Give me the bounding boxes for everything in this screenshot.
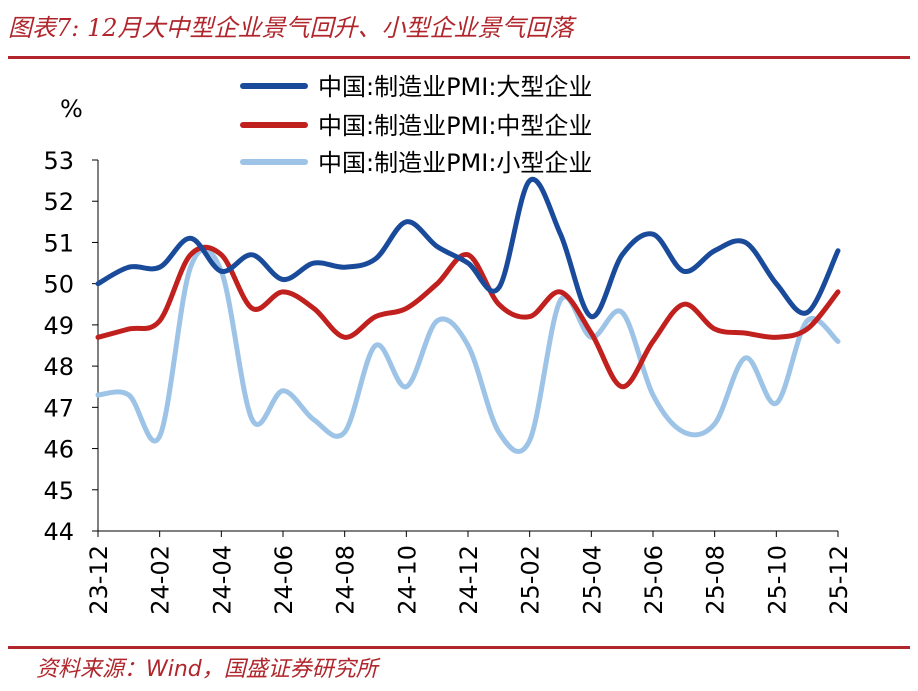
x-tick-label: 24-02 xyxy=(147,545,175,615)
y-tick-label: 53 xyxy=(43,147,74,175)
y-axis-unit: % xyxy=(60,95,83,123)
series-lines xyxy=(95,176,841,454)
x-tick-label: 24-08 xyxy=(332,545,360,615)
legend-label-small: 中国:制造业PMI:小型企业 xyxy=(318,149,592,177)
y-tick-label: 46 xyxy=(43,436,74,464)
x-tick-label: 24-06 xyxy=(270,545,298,615)
legend-label-medium: 中国:制造业PMI:中型企业 xyxy=(318,112,592,140)
source-note: 资料来源：Wind，国盛证券研究所 xyxy=(36,657,378,682)
y-tick-label: 52 xyxy=(43,188,74,216)
y-tick-label: 51 xyxy=(43,229,74,257)
chart-title: 图表7: 12月大中型企业景气回升、小型企业景气回落 xyxy=(8,14,574,42)
x-tick-label: 25-06 xyxy=(640,545,668,615)
x-tick-label: 24-12 xyxy=(455,545,483,615)
series-line-medium xyxy=(95,244,841,390)
series-line-small xyxy=(95,246,841,454)
source-rule xyxy=(8,646,910,649)
x-tick-label: 25-10 xyxy=(763,545,791,615)
y-tick-label: 47 xyxy=(43,394,74,422)
y-tick-label: 48 xyxy=(43,353,74,381)
x-tick-label: 25-04 xyxy=(578,545,606,615)
x-tick-label: 23-12 xyxy=(85,545,113,615)
legend-label-large: 中国:制造业PMI:大型企业 xyxy=(318,73,592,101)
y-tick-label: 50 xyxy=(43,271,74,299)
x-tick-label: 25-02 xyxy=(517,545,545,615)
y-tick-label: 45 xyxy=(43,477,74,505)
series-line-large xyxy=(95,176,841,320)
x-tick-label: 24-04 xyxy=(208,545,236,615)
x-tick-label: 25-12 xyxy=(825,545,853,615)
title-rule xyxy=(8,56,910,59)
y-tick-label: 49 xyxy=(43,312,74,340)
axes: 53 52 51 50 49 48 47 46 45 44 23-12 24-02 24-04 24-06… xyxy=(43,147,853,615)
legend: 中国:制造业PMI:大型企业 中国:制造业PMI:中型企业 中国:制造业PMI:… xyxy=(240,73,592,177)
y-tick-label: 44 xyxy=(43,518,74,546)
x-tick-label: 25-08 xyxy=(702,545,730,615)
x-tick-label: 24-10 xyxy=(393,545,421,615)
